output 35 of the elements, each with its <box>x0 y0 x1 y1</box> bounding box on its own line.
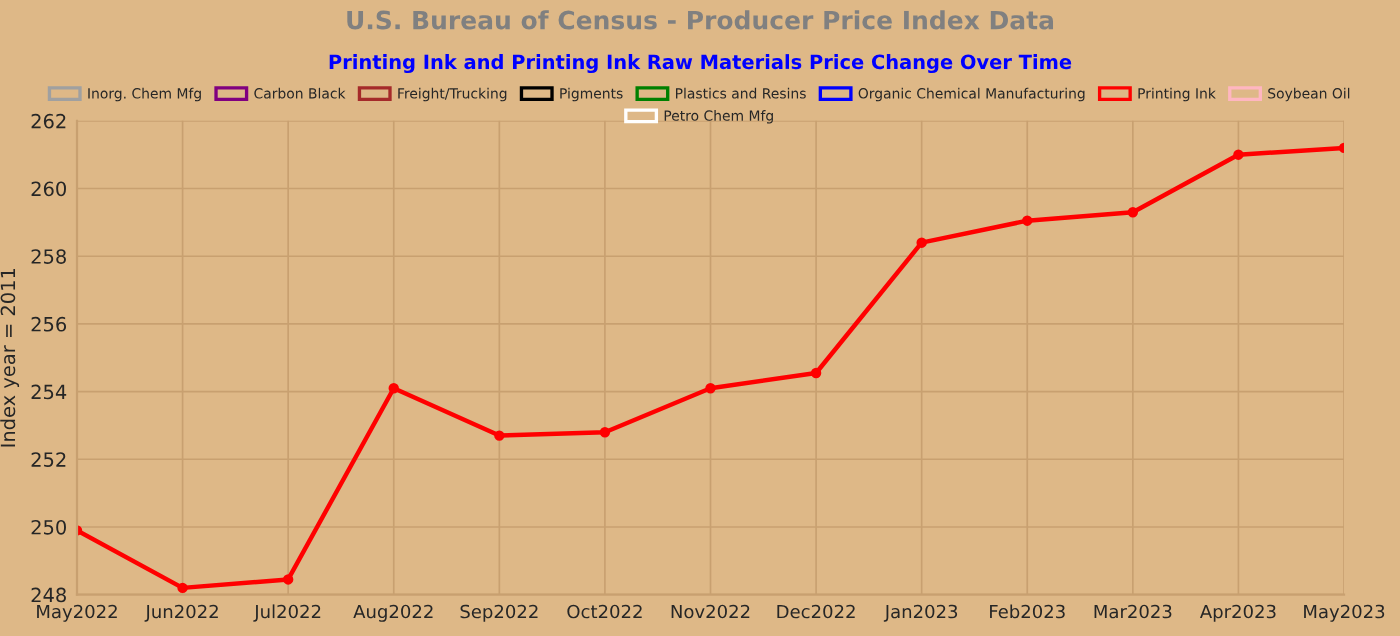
point <box>1022 215 1033 226</box>
x-tick-label: Jun2022 <box>144 604 218 622</box>
x-tick-label: Mar2023 <box>1094 604 1172 619</box>
point <box>916 237 927 248</box>
x-tick-label: Feb2023 <box>990 604 1065 619</box>
x-tick-label: Aug2022 <box>353 604 433 622</box>
y-tick-label: 248 <box>31 587 66 603</box>
y-axis-title: Index year = 2011 <box>0 268 20 447</box>
chart-subtitle: Printing Ink and Printing Ink Raw Materials Price Change Over Time <box>329 54 1072 74</box>
y-tick-label: 260 <box>31 181 66 197</box>
y-tick-label: 252 <box>31 452 66 467</box>
point <box>810 367 822 379</box>
x-tick-label: May2022 <box>37 604 117 622</box>
y-tick-label: 258 <box>31 249 66 264</box>
point <box>705 383 716 394</box>
x-tick-label: Dec2022 <box>777 604 855 619</box>
point <box>599 427 611 438</box>
point <box>177 582 188 594</box>
point <box>494 430 505 441</box>
x-tick-label: Oct2022 <box>567 604 642 619</box>
x-tick-label: Nov2022 <box>671 604 750 619</box>
y-tick-label: 256 <box>31 316 67 332</box>
point <box>388 383 399 394</box>
point <box>1127 207 1139 218</box>
chart-title: U.S. Bureau of Census - Producer Price Index Data <box>347 10 1054 30</box>
x-tick-label: Sep2022 <box>460 604 538 622</box>
y-tick-label: 250 <box>31 519 66 535</box>
point <box>1233 149 1244 160</box>
point <box>282 574 294 585</box>
x-tick-label: May2023 <box>1304 604 1385 622</box>
x-tick-label: Jan2023 <box>883 604 958 622</box>
x-tick-label: Apr2023 <box>1199 604 1276 622</box>
y-tick-label: 262 <box>31 113 66 129</box>
x-tick-label: Jul2022 <box>253 604 321 622</box>
y-tick-label: 254 <box>31 384 67 400</box>
